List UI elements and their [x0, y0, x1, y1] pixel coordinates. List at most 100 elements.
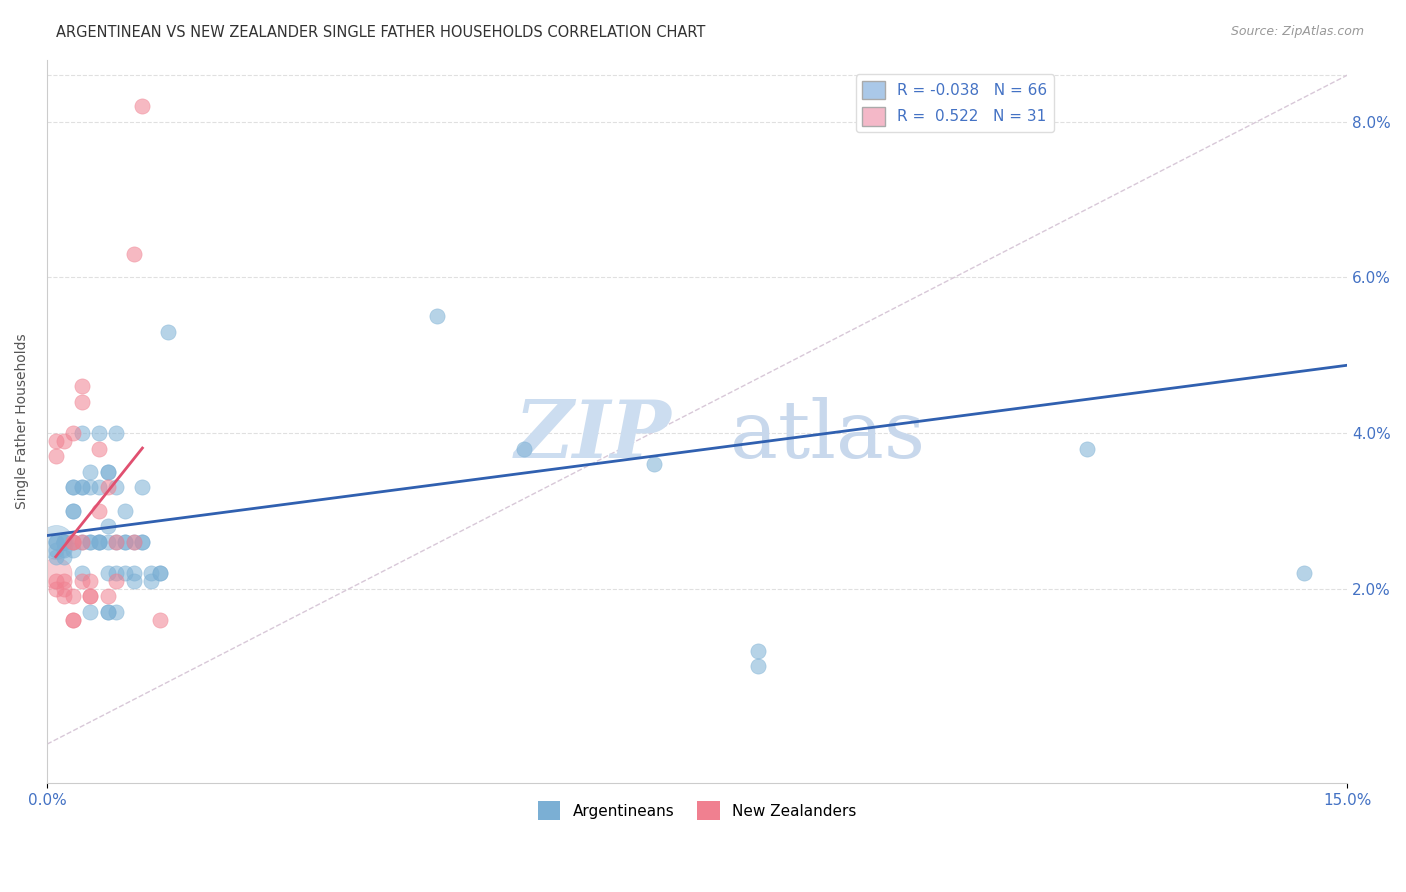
Point — [87, 480, 110, 494]
Point — [97, 566, 120, 580]
Point — [45, 450, 67, 464]
Point — [62, 535, 84, 549]
Point — [97, 465, 120, 479]
Point — [62, 535, 84, 549]
Point — [105, 425, 128, 440]
Text: ZIP: ZIP — [515, 397, 672, 475]
Point — [53, 542, 76, 557]
Point — [70, 480, 93, 494]
Text: ARGENTINEAN VS NEW ZEALANDER SINGLE FATHER HOUSEHOLDS CORRELATION CHART: ARGENTINEAN VS NEW ZEALANDER SINGLE FATH… — [56, 25, 706, 40]
Point — [79, 465, 101, 479]
Text: Source: ZipAtlas.com: Source: ZipAtlas.com — [1230, 25, 1364, 38]
Point — [105, 480, 128, 494]
Point — [97, 465, 120, 479]
Point — [45, 535, 67, 549]
Point — [97, 480, 120, 494]
Point — [53, 582, 76, 596]
Point — [122, 247, 145, 261]
Point — [87, 504, 110, 518]
Point — [87, 535, 110, 549]
Point — [122, 535, 145, 549]
Point — [62, 480, 84, 494]
Point — [105, 535, 128, 549]
Point — [1076, 442, 1098, 456]
Point — [87, 535, 110, 549]
Point — [747, 644, 769, 658]
Point — [97, 535, 120, 549]
Point — [97, 590, 120, 604]
Point — [70, 535, 93, 549]
Point — [131, 99, 153, 113]
Point — [114, 535, 136, 549]
Point — [45, 535, 67, 549]
Point — [131, 535, 153, 549]
Point — [45, 542, 67, 557]
Point — [139, 566, 162, 580]
Point — [122, 574, 145, 588]
Point — [105, 574, 128, 588]
Point — [45, 550, 67, 565]
Point — [87, 425, 110, 440]
Point — [53, 535, 76, 549]
Point — [79, 574, 101, 588]
Point — [426, 310, 449, 324]
Point — [45, 566, 67, 580]
Point — [45, 574, 67, 588]
Point — [87, 535, 110, 549]
Point — [53, 550, 76, 565]
Point — [114, 504, 136, 518]
Point — [105, 566, 128, 580]
Point — [139, 574, 162, 588]
Point — [513, 442, 536, 456]
Point — [114, 566, 136, 580]
Point — [62, 480, 84, 494]
Point — [97, 605, 120, 619]
Point — [87, 442, 110, 456]
Point — [97, 519, 120, 533]
Point — [97, 605, 120, 619]
Point — [105, 535, 128, 549]
Point — [62, 613, 84, 627]
Point — [70, 566, 93, 580]
Point — [79, 480, 101, 494]
Text: atlas: atlas — [730, 397, 925, 475]
Point — [79, 605, 101, 619]
Point — [70, 395, 93, 409]
Point — [62, 613, 84, 627]
Point — [53, 590, 76, 604]
Point — [131, 535, 153, 549]
Point — [79, 535, 101, 549]
Point — [62, 535, 84, 549]
Point — [903, 99, 925, 113]
Point — [122, 535, 145, 549]
Point — [122, 566, 145, 580]
Point — [53, 535, 76, 549]
Point — [45, 535, 67, 549]
Point — [62, 590, 84, 604]
Point — [70, 425, 93, 440]
Point — [70, 480, 93, 494]
Point — [157, 325, 180, 339]
Legend: Argentineans, New Zealanders: Argentineans, New Zealanders — [531, 795, 863, 826]
Point — [79, 590, 101, 604]
Point — [1292, 566, 1315, 580]
Point — [62, 504, 84, 518]
Point — [53, 535, 76, 549]
Point — [70, 535, 93, 549]
Point — [70, 574, 93, 588]
Point — [62, 504, 84, 518]
Point — [131, 480, 153, 494]
Point — [114, 535, 136, 549]
Point — [747, 659, 769, 673]
Point — [79, 590, 101, 604]
Y-axis label: Single Father Households: Single Father Households — [15, 334, 30, 509]
Point — [149, 566, 172, 580]
Point — [53, 434, 76, 448]
Point — [903, 91, 925, 105]
Point — [149, 566, 172, 580]
Point — [45, 582, 67, 596]
Point — [79, 535, 101, 549]
Point — [643, 457, 665, 471]
Point — [45, 434, 67, 448]
Point — [70, 379, 93, 393]
